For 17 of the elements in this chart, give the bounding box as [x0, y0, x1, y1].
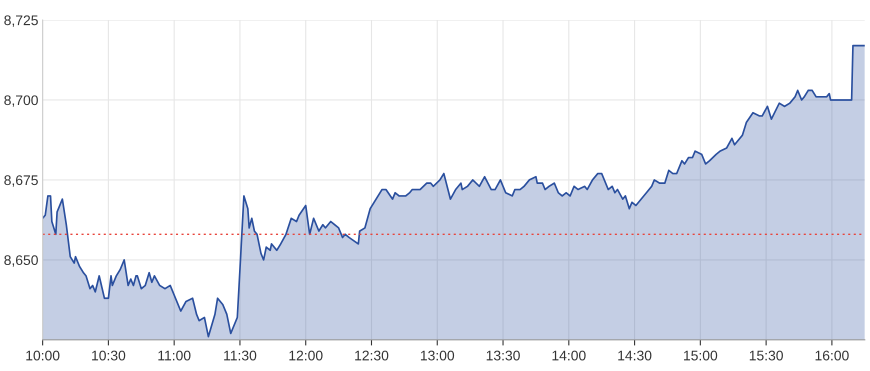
- x-tick-label: 14:00: [552, 350, 586, 360]
- x-tick-label: 14:30: [618, 350, 652, 360]
- x-tick-label: 16:00: [816, 350, 849, 360]
- x-tick-label: 10:30: [92, 350, 126, 360]
- x-tick-label: 15:00: [684, 350, 718, 360]
- y-tick-label: 8,700: [4, 95, 38, 107]
- x-tick-label: 11:00: [158, 350, 190, 360]
- x-tick-label: 11:30: [224, 350, 256, 360]
- y-tick-label: 8,725: [4, 15, 38, 27]
- x-tick-label: 15:30: [750, 350, 783, 360]
- x-tick-label: 13:30: [486, 350, 520, 360]
- x-tick-label: 10:00: [26, 350, 60, 360]
- x-tick-label: 12:30: [355, 350, 388, 360]
- x-tick-label: 13:00: [420, 350, 454, 360]
- y-tick-label: 8,650: [4, 255, 38, 267]
- y-tick-label: 8,675: [4, 175, 38, 187]
- x-tick-label: 12:00: [289, 350, 323, 360]
